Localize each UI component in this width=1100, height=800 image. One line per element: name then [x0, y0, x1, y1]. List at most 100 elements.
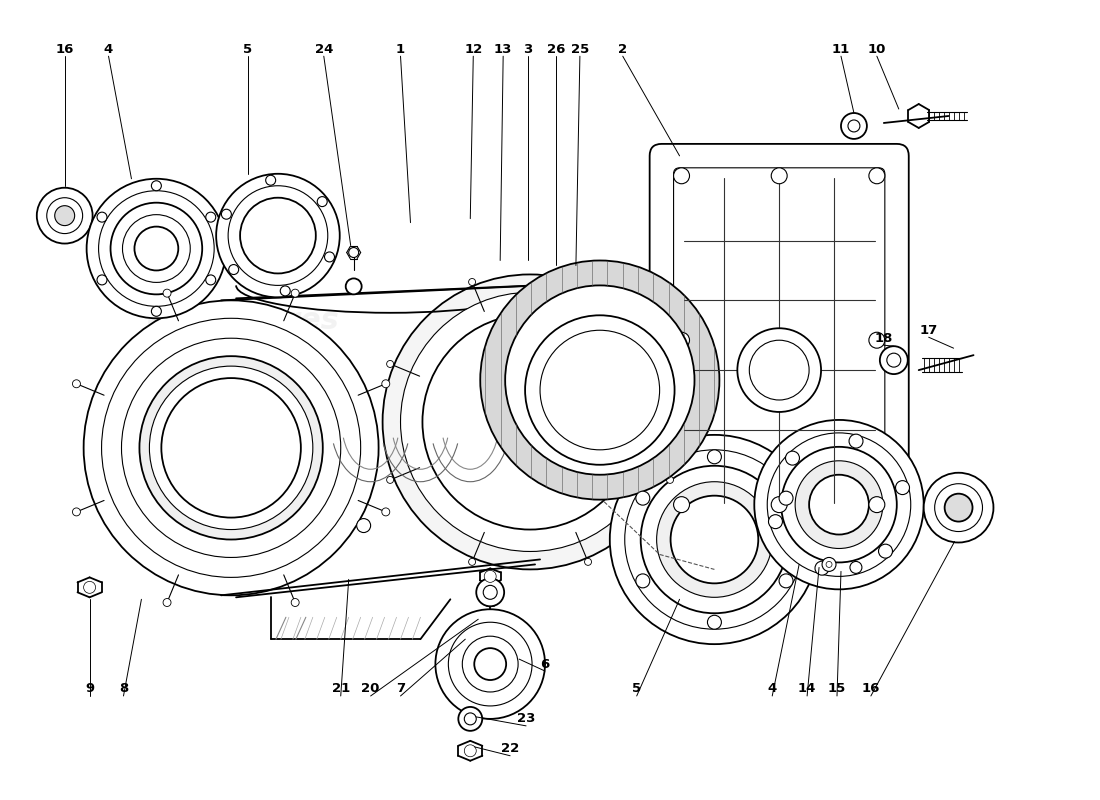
Circle shape [383, 274, 678, 570]
Circle shape [826, 562, 832, 567]
Circle shape [462, 636, 518, 692]
Circle shape [386, 361, 394, 367]
Text: 5: 5 [632, 682, 641, 695]
Circle shape [707, 450, 722, 464]
Circle shape [707, 615, 722, 630]
Text: 8: 8 [119, 682, 128, 695]
Circle shape [292, 289, 299, 297]
Circle shape [87, 178, 227, 318]
Circle shape [349, 247, 359, 258]
Circle shape [152, 306, 162, 316]
Circle shape [292, 598, 299, 606]
Circle shape [505, 286, 694, 474]
Circle shape [767, 433, 911, 576]
Circle shape [771, 497, 788, 513]
Circle shape [163, 598, 170, 606]
Circle shape [673, 497, 690, 513]
Text: 2: 2 [618, 42, 627, 56]
Text: 16: 16 [55, 42, 74, 56]
FancyBboxPatch shape [673, 168, 884, 513]
Circle shape [317, 197, 327, 206]
Circle shape [280, 286, 290, 296]
Circle shape [779, 491, 793, 505]
Circle shape [134, 226, 178, 270]
Circle shape [625, 450, 804, 630]
Circle shape [36, 188, 92, 243]
Circle shape [121, 338, 341, 558]
Circle shape [206, 275, 216, 285]
Circle shape [737, 328, 821, 412]
Circle shape [217, 174, 340, 298]
Circle shape [73, 508, 80, 516]
Circle shape [810, 474, 869, 534]
Circle shape [476, 578, 504, 606]
Circle shape [924, 473, 993, 542]
Circle shape [887, 353, 901, 367]
Circle shape [771, 168, 788, 184]
Text: 13: 13 [494, 42, 513, 56]
Circle shape [880, 346, 907, 374]
Circle shape [47, 198, 82, 234]
Circle shape [345, 278, 362, 294]
Circle shape [749, 340, 810, 400]
Text: 26: 26 [547, 42, 565, 56]
Circle shape [221, 210, 231, 219]
Circle shape [84, 300, 378, 595]
Text: 10: 10 [868, 42, 886, 56]
Circle shape [484, 570, 496, 582]
Circle shape [163, 289, 170, 297]
Circle shape [673, 332, 690, 348]
Circle shape [483, 586, 497, 599]
Text: 7: 7 [396, 682, 405, 695]
Text: 6: 6 [540, 658, 550, 670]
Text: 14: 14 [798, 682, 816, 695]
Text: 18: 18 [874, 332, 893, 345]
Circle shape [609, 435, 820, 644]
Circle shape [869, 497, 884, 513]
Circle shape [673, 168, 690, 184]
Circle shape [667, 477, 673, 483]
Circle shape [110, 202, 202, 294]
Text: 21: 21 [331, 682, 350, 695]
Circle shape [848, 120, 860, 132]
Circle shape [815, 561, 829, 575]
Circle shape [356, 518, 371, 533]
Circle shape [657, 482, 772, 598]
Circle shape [324, 252, 334, 262]
Circle shape [386, 477, 394, 483]
Circle shape [382, 380, 389, 388]
Text: eurospares: eurospares [146, 306, 340, 334]
Circle shape [474, 648, 506, 680]
Circle shape [152, 181, 162, 190]
Circle shape [150, 366, 312, 530]
Circle shape [382, 508, 389, 516]
Circle shape [99, 190, 214, 306]
Circle shape [97, 275, 107, 285]
Circle shape [895, 481, 910, 494]
Circle shape [469, 558, 475, 566]
Circle shape [945, 494, 972, 522]
Text: 3: 3 [524, 42, 532, 56]
Text: 1: 1 [396, 42, 405, 56]
Circle shape [464, 713, 476, 725]
Circle shape [229, 265, 239, 274]
Circle shape [842, 113, 867, 139]
Circle shape [779, 574, 793, 588]
Circle shape [584, 558, 592, 566]
Circle shape [55, 206, 75, 226]
Text: 17: 17 [920, 324, 938, 337]
Circle shape [162, 378, 301, 518]
Circle shape [101, 318, 361, 578]
Text: 22: 22 [500, 742, 519, 755]
Circle shape [73, 380, 80, 388]
Text: 25: 25 [571, 42, 588, 56]
Circle shape [266, 175, 276, 186]
Circle shape [140, 356, 322, 539]
Circle shape [459, 707, 482, 731]
Circle shape [869, 332, 884, 348]
Circle shape [97, 212, 107, 222]
Circle shape [822, 558, 836, 571]
Circle shape [449, 622, 532, 706]
Circle shape [400, 292, 660, 551]
Circle shape [436, 610, 544, 719]
